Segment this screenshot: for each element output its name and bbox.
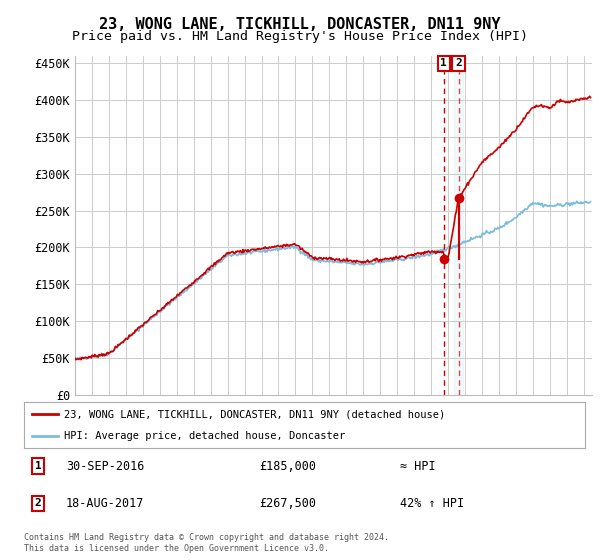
- Text: 2: 2: [35, 498, 41, 508]
- Text: 18-AUG-2017: 18-AUG-2017: [66, 497, 145, 510]
- Text: Price paid vs. HM Land Registry's House Price Index (HPI): Price paid vs. HM Land Registry's House …: [72, 30, 528, 43]
- Text: 2: 2: [455, 58, 462, 68]
- Text: 1: 1: [440, 58, 447, 68]
- Bar: [454, 56, 463, 395]
- Text: 42% ↑ HPI: 42% ↑ HPI: [400, 497, 464, 510]
- Text: 23, WONG LANE, TICKHILL, DONCASTER, DN11 9NY (detached house): 23, WONG LANE, TICKHILL, DONCASTER, DN11…: [64, 409, 446, 419]
- Text: ≈ HPI: ≈ HPI: [400, 460, 436, 473]
- Text: 23, WONG LANE, TICKHILL, DONCASTER, DN11 9NY: 23, WONG LANE, TICKHILL, DONCASTER, DN11…: [99, 17, 501, 32]
- Text: 30-SEP-2016: 30-SEP-2016: [66, 460, 145, 473]
- Text: £185,000: £185,000: [260, 460, 317, 473]
- Text: 1: 1: [35, 461, 41, 471]
- Text: £267,500: £267,500: [260, 497, 317, 510]
- Text: HPI: Average price, detached house, Doncaster: HPI: Average price, detached house, Donc…: [64, 431, 346, 441]
- Text: Contains HM Land Registry data © Crown copyright and database right 2024.
This d: Contains HM Land Registry data © Crown c…: [24, 533, 389, 553]
